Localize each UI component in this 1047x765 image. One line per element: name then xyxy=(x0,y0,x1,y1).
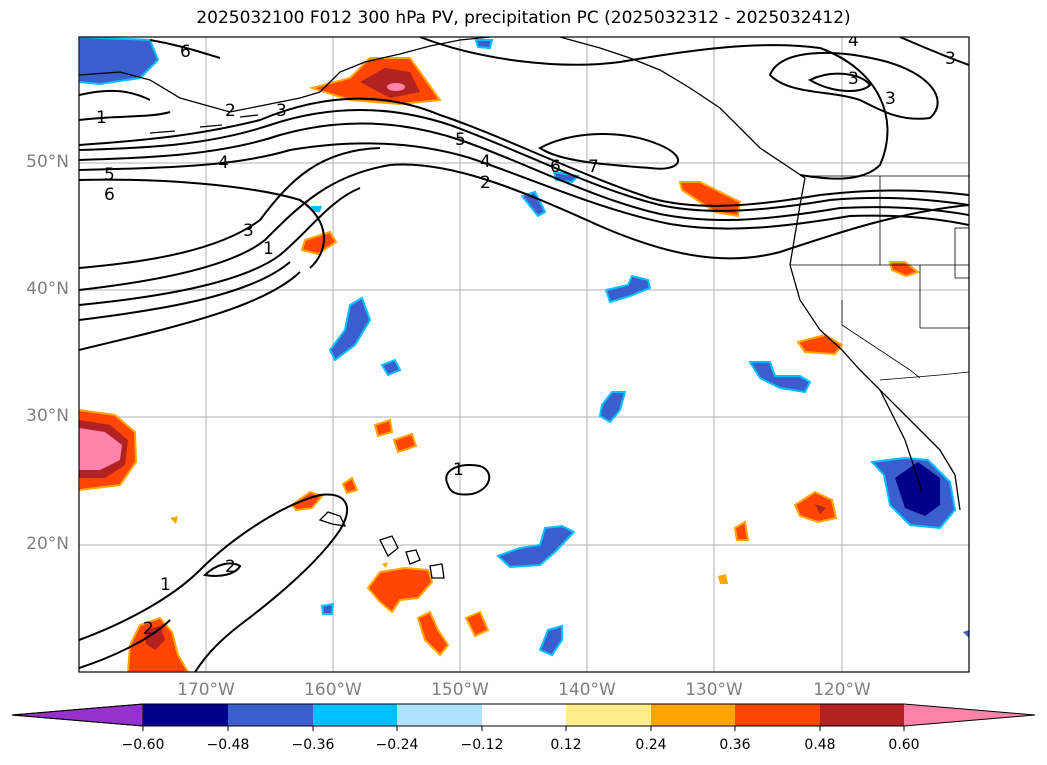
colorbar-swatch xyxy=(566,704,651,726)
contour-label: 2 xyxy=(480,173,491,193)
contour-label: 3 xyxy=(276,101,287,121)
colorbar-tick-label: 0.12 xyxy=(550,737,582,753)
contour-label: 6 xyxy=(550,157,561,177)
lat-label: 40°N xyxy=(26,279,69,299)
colorbar-tick-label: −0.48 xyxy=(206,737,250,753)
colorbar-swatch xyxy=(143,704,228,726)
contour-label: 6 xyxy=(180,42,191,62)
coastlines xyxy=(79,37,961,579)
colorbar-tick-label: −0.24 xyxy=(375,737,419,753)
colorbar-swatch xyxy=(735,704,820,726)
colorbar-tick-label: 0.24 xyxy=(635,737,667,753)
contour-label: 1 xyxy=(263,239,274,259)
colorbar-swatch xyxy=(651,704,735,726)
contour-label: 4 xyxy=(218,153,229,173)
contour-label: 7 xyxy=(588,157,599,177)
lat-label: 20°N xyxy=(26,534,69,554)
contour-label: 2 xyxy=(143,619,154,639)
map-frame xyxy=(78,36,970,673)
colorbar-tick-label: 0.48 xyxy=(804,737,836,753)
colorbar-tick-label: 0.60 xyxy=(888,737,920,753)
contour-label: 3 xyxy=(243,221,254,241)
colorbar-tick-label: 0.36 xyxy=(719,737,751,753)
colorbar-swatch xyxy=(228,704,313,726)
contour-label: 1 xyxy=(453,460,464,480)
contour-label: 3 xyxy=(945,49,956,69)
contour-label: 2 xyxy=(225,101,236,121)
contour-label: 6 xyxy=(104,185,115,205)
contour-label: 3 xyxy=(848,69,859,89)
contour-label: 5 xyxy=(455,130,466,150)
contour-label: 3 xyxy=(885,89,896,109)
lon-label: 130°W xyxy=(685,680,743,700)
colorbar-right-extension xyxy=(904,704,1035,726)
colorbar-tick-label: −0.60 xyxy=(121,737,165,753)
contour-labels: 6 1 2 3 4 5 6 5 4 2 6 7 3 1 4 3 3 3 1 1 … xyxy=(96,31,956,639)
contour-label: 4 xyxy=(848,31,859,51)
lon-label: 140°W xyxy=(558,680,616,700)
lon-label: 150°W xyxy=(431,680,489,700)
contour-label: 1 xyxy=(96,108,107,128)
colorbar-left-extension xyxy=(11,703,144,727)
contour-label: 5 xyxy=(104,165,115,185)
colorbar xyxy=(11,703,1036,731)
colorbar-swatch xyxy=(820,704,904,726)
lat-label: 50°N xyxy=(26,152,69,172)
precip-shading xyxy=(79,37,969,672)
lat-label: 30°N xyxy=(26,406,69,426)
pv-contours xyxy=(79,37,969,672)
contour-label: 1 xyxy=(160,575,171,595)
lon-label: 120°W xyxy=(813,680,871,700)
colorbar-swatch xyxy=(397,704,482,726)
colorbar-tick-label: −0.12 xyxy=(460,737,504,753)
colorbar-swatch xyxy=(482,704,566,726)
lon-label: 160°W xyxy=(304,680,362,700)
map-title: 2025032100 F012 300 hPa PV, precipitatio… xyxy=(196,8,851,28)
colorbar-tick-label: −0.36 xyxy=(291,737,335,753)
contour-label: 2 xyxy=(225,557,236,577)
contour-label: 4 xyxy=(480,152,491,172)
colorbar-swatch xyxy=(313,704,397,726)
lon-label: 170°W xyxy=(177,680,235,700)
